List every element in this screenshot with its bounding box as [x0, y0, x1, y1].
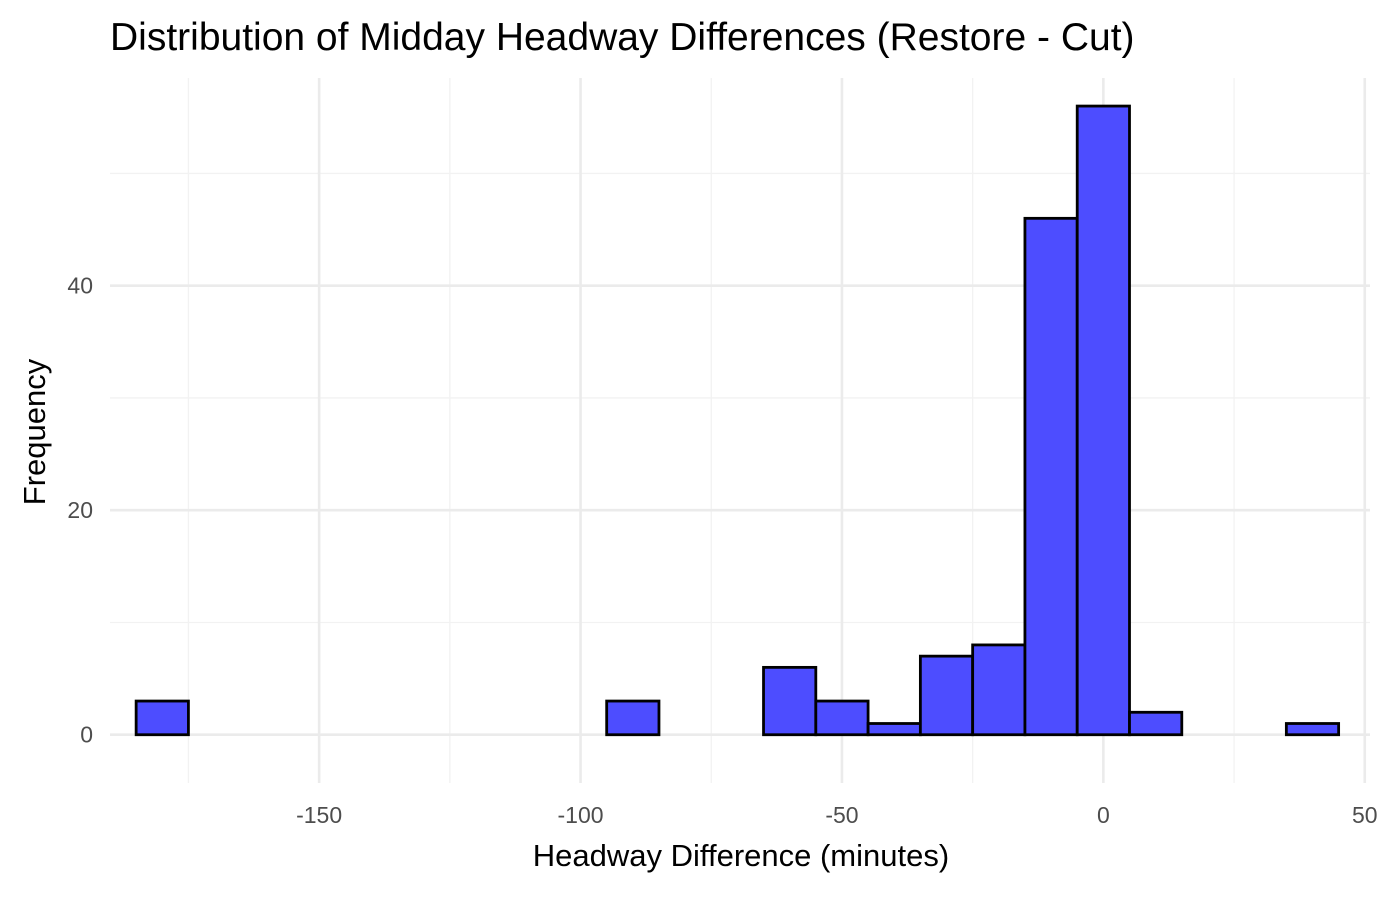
y-tick-label: 20: [67, 497, 93, 523]
x-tick-label: 50: [1352, 802, 1378, 828]
grid-layer: [110, 78, 1370, 783]
histogram-bar: [605, 699, 661, 737]
y-tick-label: 40: [67, 273, 93, 299]
histogram-bar: [971, 643, 1027, 737]
histogram-bar: [814, 699, 870, 737]
histogram-bar: [762, 665, 818, 737]
histogram-bar: [134, 699, 190, 737]
histogram-bar: [1023, 216, 1079, 737]
histogram-bar: [1128, 710, 1184, 737]
histogram-bar: [1284, 722, 1341, 737]
y-tick-label: 0: [80, 722, 93, 748]
y-axis-title: Frequency: [17, 358, 52, 505]
bars-layer: [134, 104, 1341, 737]
x-tick-label: -50: [825, 802, 858, 828]
histogram-bar: [866, 722, 922, 737]
histogram-bar: [918, 654, 975, 737]
x-tick-label: 0: [1097, 802, 1110, 828]
histogram-bar: [1075, 104, 1131, 737]
x-axis-title: Headway Difference (minutes): [533, 838, 949, 873]
tick-labels: -150 -100 -50 0 50 0 20 40: [67, 273, 1377, 828]
x-tick-label: -150: [296, 802, 342, 828]
x-tick-label: -100: [558, 802, 604, 828]
chart-title: Distribution of Midday Headway Differenc…: [110, 16, 1135, 59]
